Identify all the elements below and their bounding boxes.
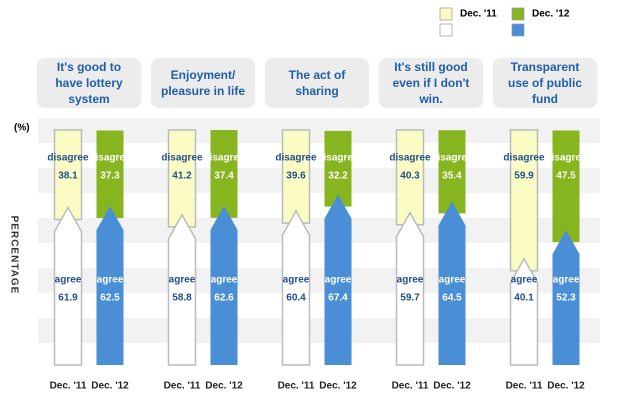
band: [38, 118, 600, 143]
bar-segment: [281, 129, 311, 224]
segment-label: disagree: [431, 153, 473, 164]
x-tick-label: Dec. '11: [506, 381, 543, 392]
value-label: 62.5: [100, 293, 120, 304]
value-label: 52.3: [556, 293, 576, 304]
segment-label: disagree: [389, 153, 431, 164]
segment-label: agree: [325, 275, 352, 286]
band: [38, 268, 600, 293]
segment-label: disagree: [275, 153, 317, 164]
value-label: 38.1: [58, 171, 78, 182]
segment-label: agree: [283, 275, 310, 286]
bar-segment: [395, 129, 425, 226]
value-label: 61.9: [58, 293, 78, 304]
x-tick-label: Dec. '11: [278, 381, 315, 392]
x-tick-label: Dec. '12: [319, 381, 357, 392]
bar-segment: [395, 211, 425, 366]
segment-label: agree: [169, 275, 196, 286]
value-label: 37.4: [214, 171, 234, 182]
legend-swatch: [511, 23, 525, 37]
bar-segment: [509, 257, 539, 366]
legend-label: Dec. '11: [460, 9, 497, 20]
bar-segment: [53, 129, 83, 221]
x-tick-label: Dec. '12: [547, 381, 585, 392]
x-tick-label: Dec. '12: [433, 381, 471, 392]
segment-label: agree: [97, 275, 124, 286]
band: [38, 168, 600, 193]
band: [38, 318, 600, 343]
value-label: 64.5: [442, 293, 462, 304]
legend-label: Dec. '12: [532, 9, 570, 20]
y-label: PERCENTAGE: [8, 216, 19, 295]
y-unit: (%): [14, 123, 30, 134]
value-label: 41.2: [172, 171, 192, 182]
bar-segment: [324, 130, 352, 207]
value-label: 67.4: [328, 293, 348, 304]
legend-swatch: [439, 7, 453, 21]
category-header: Transparent use of public fund: [493, 58, 597, 108]
legend-swatch: [511, 7, 525, 21]
segment-label: agree: [439, 275, 466, 286]
value-label: 60.4: [286, 293, 306, 304]
bar-segment: [210, 130, 238, 218]
category-header: Enjoyment/ pleasure in life: [151, 58, 255, 108]
segment-label: disagree: [47, 153, 89, 164]
bar-segment: [509, 129, 539, 272]
legend-swatch: [439, 23, 453, 37]
segment-label: disagree: [317, 153, 359, 164]
value-label: 32.2: [328, 171, 348, 182]
bar-segment: [167, 129, 197, 228]
segment-label: disagree: [203, 153, 245, 164]
segment-label: agree: [55, 275, 82, 286]
segment-label: agree: [211, 275, 238, 286]
value-label: 59.7: [400, 293, 420, 304]
band: [38, 218, 600, 243]
segment-label: disagree: [545, 153, 587, 164]
x-tick-label: Dec. '11: [392, 381, 429, 392]
bar-segment: [96, 206, 124, 365]
x-tick-label: Dec. '11: [50, 381, 87, 392]
bar-segment: [552, 230, 580, 365]
value-label: 35.4: [442, 171, 462, 182]
category-header: It's still good even if I don't win.: [379, 58, 483, 108]
bar-segment: [96, 130, 124, 219]
bar-segment: [281, 209, 311, 366]
x-tick-label: Dec. '11: [164, 381, 201, 392]
value-label: 58.8: [172, 293, 192, 304]
segment-label: disagree: [503, 153, 545, 164]
bar-segment: [438, 201, 466, 365]
x-tick-label: Dec. '12: [91, 381, 129, 392]
value-label: 37.3: [100, 171, 120, 182]
segment-label: agree: [553, 275, 580, 286]
segment-label: disagree: [161, 153, 203, 164]
bar-segment: [210, 205, 238, 365]
bar-segment: [438, 130, 466, 214]
value-label: 39.6: [286, 171, 306, 182]
x-tick-label: Dec. '12: [205, 381, 243, 392]
segment-label: disagree: [89, 153, 131, 164]
value-label: 62.6: [214, 293, 234, 304]
value-label: 40.1: [514, 293, 534, 304]
segment-label: agree: [397, 275, 424, 286]
bar-segment: [552, 130, 580, 243]
category-header: It's good to have lottery system: [37, 58, 141, 108]
segment-label: agree: [511, 275, 538, 286]
value-label: 47.5: [556, 171, 576, 182]
bar-segment: [167, 213, 197, 366]
bar-segment: [53, 206, 83, 366]
bar-segment: [324, 194, 352, 365]
category-header: The act of sharing: [265, 58, 369, 108]
value-label: 40.3: [400, 171, 420, 182]
value-label: 59.9: [514, 171, 534, 182]
